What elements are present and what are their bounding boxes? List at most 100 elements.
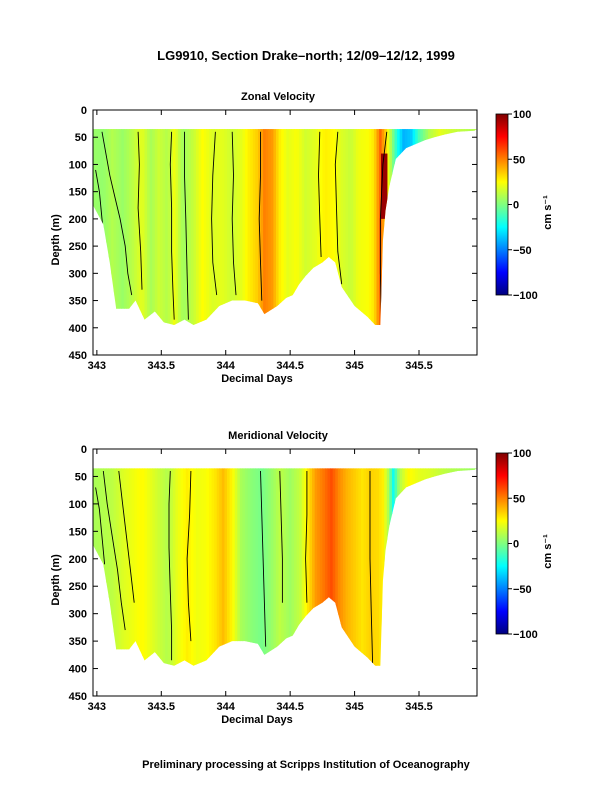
heatmap-column xyxy=(312,129,316,326)
heatmap-column xyxy=(299,468,303,666)
heatmap-column xyxy=(332,129,336,326)
heatmap-column xyxy=(448,468,452,666)
x-tick-label: 344 xyxy=(217,701,236,713)
contour-line xyxy=(369,471,374,664)
heatmap-column xyxy=(154,468,159,666)
heatmap-column xyxy=(239,468,244,666)
heatmap-column xyxy=(358,468,362,666)
heatmap-column xyxy=(134,129,138,326)
heatmap-column xyxy=(237,129,241,326)
heatmap-column xyxy=(471,129,476,326)
heatmap-column xyxy=(149,129,153,326)
heatmap-column xyxy=(322,468,326,666)
heatmap-column xyxy=(175,129,179,326)
contour-line xyxy=(101,131,133,296)
x-tick-label: 343.5 xyxy=(148,360,176,372)
heatmap-column xyxy=(324,129,329,326)
heatmap-column xyxy=(425,468,429,666)
contour-line xyxy=(137,131,143,290)
heatmap-column xyxy=(227,468,231,666)
heatmap-column xyxy=(317,468,321,666)
heatmap-column xyxy=(134,468,138,666)
panel-title: Meridional Velocity xyxy=(228,430,329,442)
heatmap-column xyxy=(446,129,450,326)
x-tick-label: 345 xyxy=(345,360,363,372)
colorbar-tick-label: −100 xyxy=(513,629,538,641)
heatmap-column xyxy=(129,468,133,666)
y-tick-label: 400 xyxy=(69,323,87,335)
heatmap-column xyxy=(229,129,233,326)
heatmap-column xyxy=(232,129,236,326)
heatmap-column xyxy=(216,468,220,666)
heatmap-column xyxy=(435,129,439,326)
heatmap-column xyxy=(446,468,450,666)
colorbar-label: cm s⁻¹ xyxy=(542,195,554,230)
heatmap-column xyxy=(397,468,401,666)
figure-title: LG9910, Section Drake–north; 12/09–12/12… xyxy=(157,48,455,63)
plot-frame xyxy=(92,109,478,356)
heatmap-column xyxy=(466,129,470,326)
heatmap-column xyxy=(404,129,409,326)
heatmap-column xyxy=(221,468,226,666)
heatmap-column xyxy=(448,129,452,326)
heatmap-column xyxy=(417,468,421,666)
heatmap-column xyxy=(464,129,468,326)
heatmap-column xyxy=(381,468,385,666)
heatmap-column xyxy=(330,468,334,666)
y-tick-label: 0 xyxy=(81,105,87,117)
heatmap-column xyxy=(399,468,403,666)
heatmap-column xyxy=(358,129,362,326)
heatmap-column xyxy=(265,468,269,666)
heatmap-column xyxy=(461,129,465,326)
heatmap-column xyxy=(157,129,161,326)
heatmap-column xyxy=(348,468,352,666)
heatmap-column xyxy=(190,129,195,326)
zonal-velocity-panel: 343 343.5 344 344.5 345 345.5 0 50 100 150 200 250 3… xyxy=(50,91,554,385)
heatmap-column xyxy=(464,468,468,666)
heatmap-column xyxy=(206,468,210,666)
heatmap-column xyxy=(363,468,367,666)
heatmap-column xyxy=(415,129,419,326)
panel-title: Zonal Velocity xyxy=(241,91,316,103)
heatmap-column xyxy=(201,468,205,666)
heatmap-column xyxy=(288,129,293,326)
heatmap-column xyxy=(286,468,290,666)
heatmap-column xyxy=(404,468,409,666)
heatmap-column xyxy=(260,468,264,666)
y-tick-label: 200 xyxy=(69,554,87,566)
heatmap-column xyxy=(376,468,380,666)
heatmap-column xyxy=(409,468,414,666)
heatmap-column xyxy=(216,129,220,326)
heatmap-column xyxy=(183,468,187,666)
heatmap-column xyxy=(288,468,293,666)
heatmap-column xyxy=(123,468,128,666)
heatmap-column xyxy=(172,129,177,326)
heatmap-column xyxy=(376,129,380,326)
heatmap-column xyxy=(154,129,159,326)
heatmap-column xyxy=(417,129,421,326)
heatmap-column xyxy=(345,129,349,326)
colorbar-tick-label: 50 xyxy=(513,154,525,166)
heatmap-column xyxy=(229,468,233,666)
heatmap-column xyxy=(188,468,192,666)
contour-line xyxy=(318,131,322,258)
heatmap-column xyxy=(170,468,174,666)
heatmap-column xyxy=(108,468,112,666)
heatmap-column xyxy=(440,129,445,326)
heatmap-column xyxy=(422,468,427,666)
contour-lines xyxy=(95,131,388,326)
x-tick-label: 345.5 xyxy=(405,701,433,713)
heatmap-column xyxy=(116,468,120,666)
heatmap-column xyxy=(342,129,347,326)
heatmap-column xyxy=(327,468,331,666)
y-tick-label: 250 xyxy=(69,581,87,593)
heatmap-column xyxy=(160,129,164,326)
heatmap-column xyxy=(224,468,228,666)
heatmap-column xyxy=(283,468,287,666)
heatmap-column xyxy=(275,468,280,666)
heatmap-column xyxy=(149,468,153,666)
y-axis-label: Depth (m) xyxy=(50,214,62,266)
heatmap-column xyxy=(458,129,463,326)
contour-line xyxy=(186,470,192,642)
heatmap-column xyxy=(379,468,383,666)
